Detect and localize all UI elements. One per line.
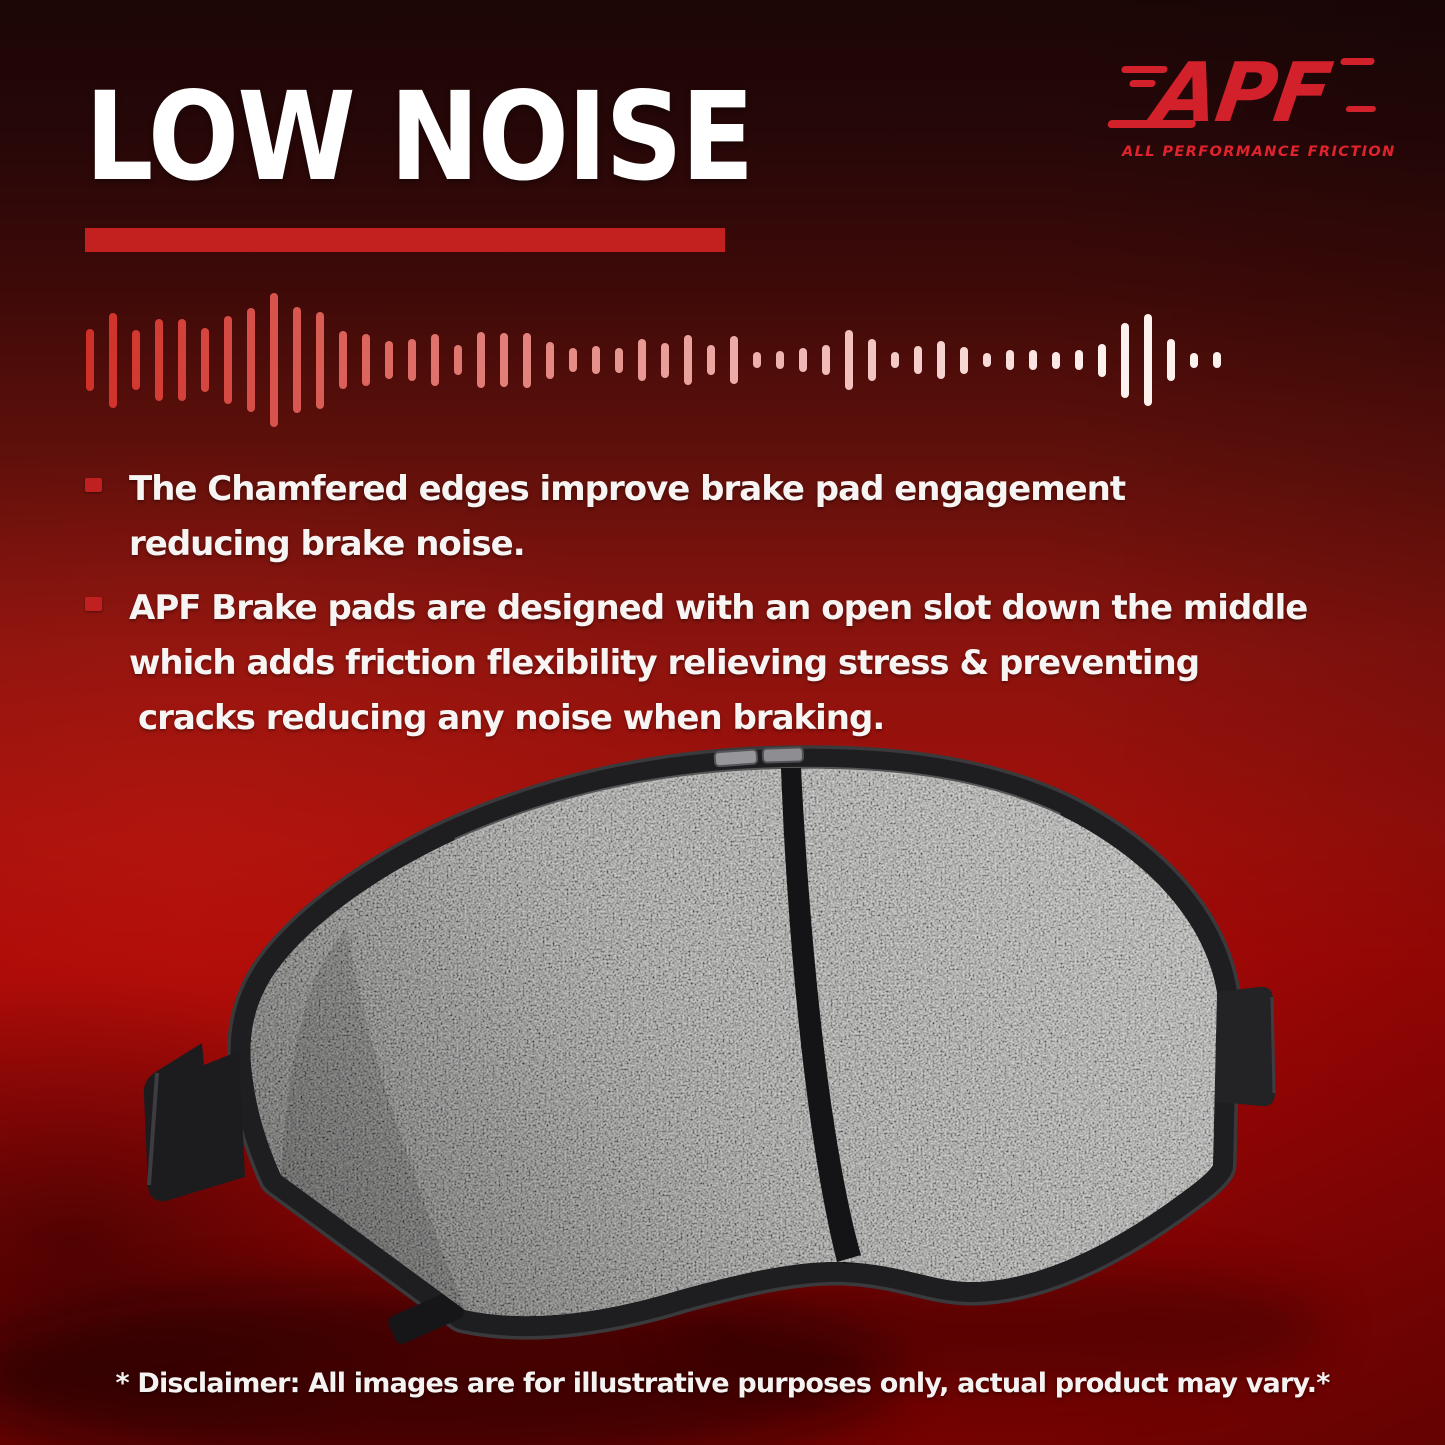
wave-bar: [247, 308, 255, 412]
wave-bar: [362, 334, 370, 386]
feature-text-line: which adds friction flexibility relievin…: [129, 643, 1200, 683]
speed-line-icon: [1120, 66, 1168, 73]
pad-shadow: [665, 1265, 1325, 1389]
wave-bar: [1029, 350, 1037, 370]
wave-bar: [1167, 339, 1175, 381]
brake-pad-photo: [0, 735, 1325, 1445]
wave-bar: [523, 332, 531, 388]
wave-bar: [316, 311, 324, 409]
top-clip: [713, 748, 759, 768]
page-title: LOW NOISE: [85, 66, 754, 208]
feature-text-line: cracks reducing any noise when braking.: [138, 698, 885, 738]
wave-bar: [822, 345, 830, 375]
feature-text-line: APF Brake pads are designed with an open…: [129, 588, 1308, 628]
feature-text-line: reducing brake noise.: [129, 524, 526, 564]
wave-bar: [753, 352, 761, 368]
wave-bar: [983, 353, 991, 367]
wave-bar: [270, 293, 278, 427]
feature-list: The Chamfered edges improve brake pad en…: [85, 462, 1335, 746]
wave-bar: [1075, 350, 1083, 370]
list-item: The Chamfered edges improve brake pad en…: [85, 462, 1335, 572]
wave-bar: [845, 330, 853, 390]
wave-bar: [615, 347, 623, 373]
title-underline: [85, 228, 725, 252]
feature-text: The Chamfered edges improve brake pad en…: [129, 462, 1126, 572]
left-ear-tab: [143, 1043, 245, 1202]
wave-bar: [155, 319, 163, 401]
wave-bar: [454, 345, 462, 375]
brake-pad-illustration: [0, 745, 1325, 1445]
wave-bar: [339, 331, 347, 389]
wave-bar: [500, 333, 508, 387]
wave-bar: [293, 307, 301, 413]
brand-tagline: ALL PERFORMANCE FRICTION: [1122, 144, 1396, 160]
wave-bar: [201, 328, 209, 392]
wave-bar: [684, 335, 692, 385]
speed-line-icon: [1340, 58, 1376, 65]
speed-line-icon: [1107, 120, 1197, 128]
feature-text: APF Brake pads are designed with an open…: [129, 581, 1308, 746]
disclaimer-text: * Disclaimer: All images are for illustr…: [115, 1368, 1330, 1399]
top-clip: [761, 746, 805, 764]
wave-bar: [707, 345, 715, 375]
wave-bar: [776, 351, 784, 369]
wave-bar: [86, 329, 94, 391]
wave-bar: [799, 348, 807, 372]
speed-line-icon: [1128, 80, 1156, 87]
wave-bar: [638, 339, 646, 381]
wave-bar: [546, 341, 554, 379]
wave-bar: [1144, 314, 1152, 406]
wave-bar: [914, 346, 922, 374]
wave-bar: [730, 336, 738, 384]
face-lighting: [250, 768, 1217, 1317]
wave-bar: [1098, 343, 1106, 377]
right-tab-highlight: [1270, 996, 1276, 1094]
wave-bar: [960, 346, 968, 374]
wave-bar: [592, 346, 600, 374]
wave-bar: [1006, 350, 1014, 370]
feature-text-line: The Chamfered edges improve brake pad en…: [129, 469, 1126, 509]
list-item: APF Brake pads are designed with an open…: [85, 581, 1335, 746]
wave-bar: [1213, 352, 1221, 368]
bullet-marker: [85, 597, 102, 611]
wave-bar: [891, 352, 899, 368]
wave-bar: [477, 332, 485, 388]
wave-bar: [132, 330, 140, 390]
right-tab: [1209, 986, 1275, 1107]
wave-bar: [1190, 352, 1198, 368]
wave-bar: [937, 341, 945, 379]
apf-logo-mark: APF: [1107, 46, 1377, 141]
wave-bar: [1052, 351, 1060, 369]
wave-bar: [224, 316, 232, 404]
wave-bar: [178, 319, 186, 401]
bullet-marker: [85, 478, 102, 492]
left-chamfer-shade: [281, 927, 465, 1310]
wave-bar: [868, 339, 876, 381]
wave-bar: [1121, 322, 1129, 398]
center-slot: [781, 768, 861, 1262]
speed-line-icon: [1345, 106, 1377, 112]
wave-bar: [109, 312, 117, 408]
wave-bar: [661, 342, 669, 378]
apf-logo: APF ALL PERFORMANCE FRICTION: [1107, 46, 1396, 168]
left-ear-highlight: [147, 1072, 159, 1186]
wave-bar: [431, 334, 439, 386]
sound-wave-graphic: [86, 290, 1221, 430]
wave-bar: [408, 339, 416, 381]
bottom-clip: [388, 1290, 464, 1344]
wave-bar: [569, 348, 577, 372]
wave-bar: [385, 341, 393, 379]
